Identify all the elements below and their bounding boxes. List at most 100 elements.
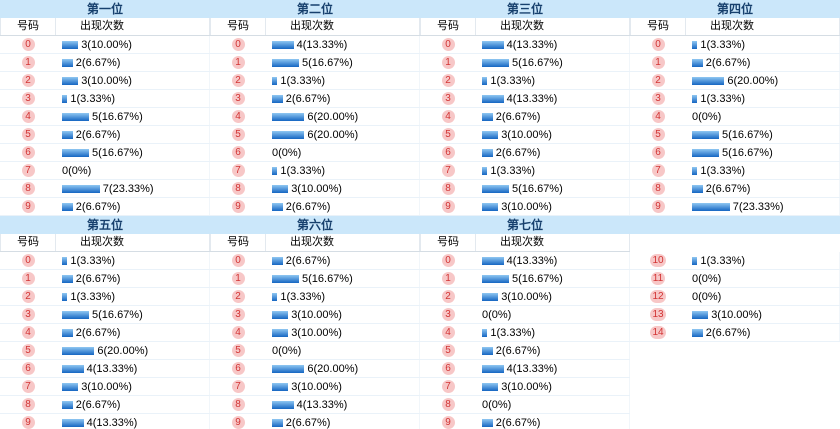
count-cell: 2(6.67%) bbox=[56, 396, 210, 413]
frequency-row: 13 3(10.00%) bbox=[630, 306, 840, 324]
number-badge: 0 bbox=[441, 254, 455, 267]
frequency-rows: 10 1(3.33%) 11 0(0%) 12 0(0%) 13 3(10.0 bbox=[630, 252, 840, 342]
frequency-label: 5(16.67%) bbox=[92, 146, 143, 159]
number-badge: 14 bbox=[650, 326, 666, 339]
number-badge: 5 bbox=[441, 344, 455, 357]
frequency-bar bbox=[482, 418, 493, 427]
frequency-bar bbox=[62, 184, 100, 193]
frequency-bar bbox=[62, 364, 84, 373]
frequency-bar bbox=[692, 310, 709, 319]
frequency-row: 1 2(6.67%) bbox=[0, 54, 210, 72]
count-cell: 1(3.33%) bbox=[56, 288, 210, 305]
count-column-header: 出现次数 bbox=[476, 18, 630, 35]
frequency-bar bbox=[692, 94, 698, 103]
number-cell: 3 bbox=[210, 308, 266, 321]
number-cell: 0 bbox=[0, 254, 56, 267]
frequency-bar bbox=[482, 364, 504, 373]
number-cell: 6 bbox=[210, 362, 266, 375]
number-badge: 7 bbox=[441, 380, 455, 393]
number-badge: 4 bbox=[441, 326, 455, 339]
frequency-row: 8 7(23.33%) bbox=[0, 180, 210, 198]
number-badge: 9 bbox=[441, 416, 455, 429]
number-cell: 1 bbox=[0, 56, 56, 69]
frequency-label: 2(6.67%) bbox=[75, 272, 121, 285]
position-title: 第五位 bbox=[0, 216, 210, 234]
frequency-label: 1(3.33%) bbox=[70, 254, 116, 267]
frequency-label: 1(3.33%) bbox=[70, 92, 116, 105]
position-title: 第七位 bbox=[420, 216, 630, 234]
column-headers: 号码 出现次数 bbox=[0, 234, 210, 252]
number-badge: 6 bbox=[651, 146, 665, 159]
frequency-bar bbox=[482, 166, 488, 175]
frequency-label: 2(6.67%) bbox=[495, 146, 541, 159]
count-cell: 2(6.67%) bbox=[686, 54, 840, 71]
number-cell: 6 bbox=[0, 146, 56, 159]
frequency-label: 5(16.67%) bbox=[512, 272, 563, 285]
frequency-label: 1(3.33%) bbox=[700, 164, 746, 177]
frequency-label: 2(6.67%) bbox=[75, 398, 121, 411]
number-cell: 4 bbox=[630, 110, 686, 123]
frequency-bar bbox=[62, 328, 73, 337]
number-cell: 5 bbox=[0, 128, 56, 141]
position-section: 第四位 号码 出现次数 0 1(3.33%) 1 2(6.67%) 2 6(20… bbox=[630, 0, 840, 216]
count-cell: 2(6.67%) bbox=[266, 198, 420, 215]
number-badge: 7 bbox=[441, 164, 455, 177]
number-cell: 7 bbox=[630, 164, 686, 177]
frequency-label: 2(6.67%) bbox=[75, 128, 121, 141]
count-cell: 2(6.67%) bbox=[56, 198, 210, 215]
number-cell: 1 bbox=[420, 272, 476, 285]
frequency-label: 5(16.67%) bbox=[512, 56, 563, 69]
count-column-header: 出现次数 bbox=[56, 234, 210, 251]
frequency-row: 6 4(13.33%) bbox=[420, 360, 630, 378]
number-cell: 2 bbox=[630, 74, 686, 87]
count-cell: 3(10.00%) bbox=[56, 72, 210, 89]
frequency-row: 9 2(6.67%) bbox=[210, 414, 420, 429]
frequency-row: 0 3(10.00%) bbox=[0, 36, 210, 54]
count-cell: 1(3.33%) bbox=[686, 36, 840, 53]
number-badge: 4 bbox=[21, 110, 35, 123]
frequency-bar bbox=[62, 94, 68, 103]
frequency-bar bbox=[62, 382, 79, 391]
frequency-label: 2(6.67%) bbox=[75, 326, 121, 339]
number-cell: 7 bbox=[210, 380, 266, 393]
frequency-row: 0 4(13.33%) bbox=[420, 36, 630, 54]
count-cell: 0(0%) bbox=[686, 108, 840, 125]
frequency-label: 0(0%) bbox=[272, 146, 302, 159]
frequency-bar bbox=[272, 94, 283, 103]
number-badge: 1 bbox=[651, 56, 665, 69]
frequency-row: 6 0(0%) bbox=[210, 144, 420, 162]
number-badge: 2 bbox=[651, 74, 665, 87]
number-badge: 11 bbox=[650, 272, 666, 285]
number-badge: 8 bbox=[21, 398, 35, 411]
frequency-row: 1 2(6.67%) bbox=[630, 54, 840, 72]
frequency-label: 2(6.67%) bbox=[285, 254, 331, 267]
number-badge: 5 bbox=[21, 128, 35, 141]
frequency-label: 5(16.67%) bbox=[92, 110, 143, 123]
number-badge: 5 bbox=[231, 344, 245, 357]
frequency-label: 1(3.33%) bbox=[70, 290, 116, 303]
frequency-label: 2(6.67%) bbox=[285, 200, 331, 213]
number-cell: 7 bbox=[420, 380, 476, 393]
count-cell: 4(13.33%) bbox=[476, 90, 630, 107]
frequency-label: 3(10.00%) bbox=[501, 380, 552, 393]
frequency-bar bbox=[692, 40, 698, 49]
frequency-label: 1(3.33%) bbox=[490, 326, 536, 339]
count-cell: 2(6.67%) bbox=[476, 144, 630, 161]
frequency-bar bbox=[692, 184, 703, 193]
frequency-label: 2(6.67%) bbox=[705, 326, 751, 339]
position-section: 10 1(3.33%) 11 0(0%) 12 0(0%) 13 3(10.0 bbox=[630, 216, 840, 429]
frequency-bar bbox=[482, 256, 504, 265]
frequency-bar bbox=[482, 40, 504, 49]
frequency-row: 3 3(10.00%) bbox=[210, 306, 420, 324]
count-cell: 4(13.33%) bbox=[476, 36, 630, 53]
number-cell: 12 bbox=[630, 290, 686, 303]
count-cell: 3(10.00%) bbox=[56, 378, 210, 395]
number-cell: 2 bbox=[0, 290, 56, 303]
count-cell: 4(13.33%) bbox=[266, 36, 420, 53]
frequency-row: 4 2(6.67%) bbox=[0, 324, 210, 342]
count-cell: 6(20.00%) bbox=[56, 342, 210, 359]
number-cell: 8 bbox=[420, 398, 476, 411]
number-badge: 4 bbox=[231, 326, 245, 339]
number-badge: 2 bbox=[231, 74, 245, 87]
number-badge: 7 bbox=[21, 164, 35, 177]
